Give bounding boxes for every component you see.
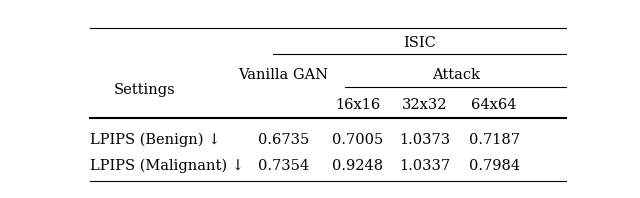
- Text: ISIC: ISIC: [403, 36, 436, 50]
- Text: 0.7187: 0.7187: [468, 133, 520, 147]
- Text: Vanilla GAN: Vanilla GAN: [238, 68, 328, 82]
- Text: 16x16: 16x16: [335, 98, 380, 111]
- Text: Settings: Settings: [114, 83, 175, 97]
- Text: 0.7005: 0.7005: [332, 133, 383, 147]
- Text: Attack: Attack: [432, 68, 480, 82]
- Text: 0.7984: 0.7984: [468, 159, 520, 172]
- Text: 64x64: 64x64: [472, 98, 517, 111]
- Text: 1.0337: 1.0337: [399, 159, 451, 172]
- Text: 0.9248: 0.9248: [332, 159, 383, 172]
- Text: 1.0373: 1.0373: [399, 133, 451, 147]
- Text: 0.7354: 0.7354: [258, 159, 309, 172]
- Text: 32x32: 32x32: [402, 98, 447, 111]
- Text: 0.6735: 0.6735: [258, 133, 309, 147]
- Text: LPIPS (Malignant) ↓: LPIPS (Malignant) ↓: [90, 158, 244, 173]
- Text: LPIPS (Benign) ↓: LPIPS (Benign) ↓: [90, 132, 220, 147]
